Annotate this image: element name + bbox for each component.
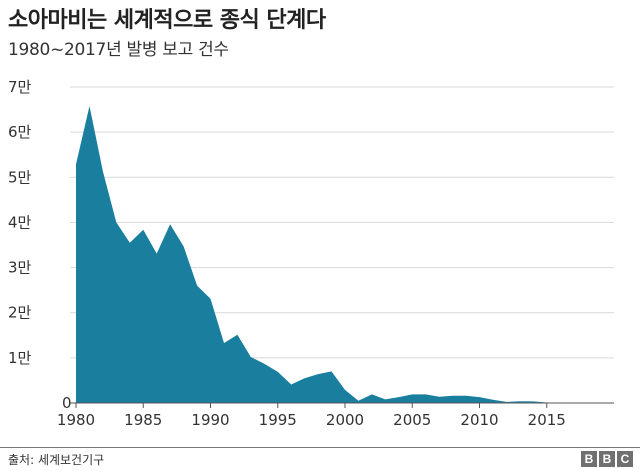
bbc-logo-letter: B: [581, 451, 597, 467]
y-tick-label: 7만: [8, 78, 32, 96]
x-tick-label: 2015: [528, 411, 566, 429]
y-tick-label: 3만: [8, 259, 32, 277]
y-tick-label: 1만: [8, 349, 32, 367]
x-axis: 1980 1985 1990 1995 2000 2005 2010 2015: [57, 403, 566, 429]
x-tick-label: 2010: [460, 411, 498, 429]
x-tick-label: 2005: [393, 411, 431, 429]
source-text: 출처: 세계보건기구: [8, 453, 105, 467]
x-tick-label: 1990: [191, 411, 229, 429]
area-chart: 0 1만 2만 3만 4만 5만 6만 7만 1980 1985 1990 1995 2000 2005…: [8, 78, 614, 429]
bbc-logo-letter: B: [599, 451, 615, 467]
y-tick-label: 4만: [8, 213, 32, 231]
y-axis: 0 1만 2만 3만 4만 5만 6만 7만: [8, 78, 76, 412]
footer-divider: [0, 447, 640, 448]
x-tick-label: 2000: [326, 411, 364, 429]
cases-area: [76, 106, 574, 403]
x-tick-label: 1995: [259, 411, 297, 429]
y-tick-label: 6만: [8, 123, 32, 141]
y-tick-label: 2만: [8, 304, 32, 322]
chart-title: 소아마비는 세계적으로 종식 단계다: [8, 8, 326, 33]
bbc-logo: B B C: [581, 451, 633, 467]
chart-subtitle: 1980~2017년 발병 보고 건수: [8, 40, 229, 60]
x-tick-label: 1985: [124, 411, 162, 429]
y-tick-label: 0: [62, 394, 72, 412]
gridlines: [76, 86, 614, 359]
bbc-logo-letter: C: [617, 451, 633, 467]
y-tick-label: 5만: [8, 168, 32, 186]
x-tick-label: 1980: [57, 411, 95, 429]
